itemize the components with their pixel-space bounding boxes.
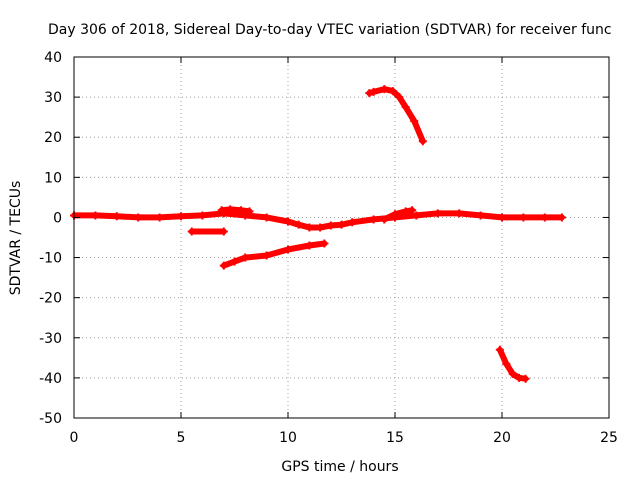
data-point <box>230 257 239 266</box>
plot-frame <box>73 56 610 419</box>
series-layer <box>70 85 566 383</box>
data-point <box>348 218 357 227</box>
data-point <box>495 345 504 354</box>
grid-layer <box>74 57 609 418</box>
data-point <box>557 213 566 222</box>
data-point <box>236 206 245 215</box>
y-tick-label: -20 <box>39 291 62 307</box>
data-point <box>369 87 378 96</box>
data-point <box>316 223 325 232</box>
data-point <box>337 220 346 229</box>
y-tick-label: 40 <box>44 50 62 66</box>
data-point <box>369 215 378 224</box>
series-bump-7h <box>218 206 253 215</box>
data-point <box>410 117 419 126</box>
data-point <box>219 227 228 236</box>
data-point <box>219 261 228 270</box>
data-point <box>155 213 164 222</box>
x-tick-label: 0 <box>70 430 79 446</box>
y-tick-label: -30 <box>39 331 62 347</box>
data-point <box>408 206 417 215</box>
data-point <box>365 89 374 98</box>
data-point <box>326 221 335 230</box>
y-tick-label: 20 <box>44 130 62 146</box>
data-point <box>395 93 404 102</box>
data-point <box>498 213 506 222</box>
data-point <box>433 209 442 218</box>
data-point <box>294 220 303 229</box>
x-tick-label: 25 <box>600 430 618 446</box>
data-point <box>401 207 410 216</box>
data-point <box>177 212 185 221</box>
data-point <box>187 227 196 236</box>
data-point <box>284 217 292 226</box>
x-tick-label: 5 <box>177 430 186 446</box>
chart-title: Day 306 of 2018, Sidereal Day-to-day VTE… <box>48 22 612 38</box>
data-point <box>241 253 250 262</box>
data-point <box>521 374 530 383</box>
data-point <box>476 211 485 220</box>
data-point <box>508 369 517 378</box>
x-tick-label: 20 <box>493 430 511 446</box>
data-point <box>245 207 254 216</box>
data-point <box>112 212 121 221</box>
data-point <box>284 245 292 254</box>
data-point <box>198 211 207 220</box>
data-point <box>91 211 100 220</box>
data-point <box>519 213 528 222</box>
data-point <box>401 103 410 112</box>
data-point <box>380 85 389 94</box>
data-point <box>226 205 235 214</box>
data-point <box>380 215 389 224</box>
data-point <box>305 223 314 232</box>
data-point <box>418 137 427 146</box>
series-baseline <box>71 210 565 231</box>
tick-layer: 0 5 10 15 20 25 -50 -40 -30 -20 -10 0 10 20 30 40 <box>39 50 618 446</box>
data-point <box>502 359 511 368</box>
data-point <box>455 209 464 218</box>
data-point <box>412 211 421 220</box>
y-tick-label: 10 <box>44 170 62 186</box>
data-point <box>391 210 399 219</box>
y-tick-label: -40 <box>39 371 62 387</box>
y-tick-label: -10 <box>39 251 62 267</box>
data-point <box>540 213 549 222</box>
x-axis-label: GPS time / hours <box>281 459 398 475</box>
data-point <box>134 213 143 222</box>
data-point <box>320 239 329 248</box>
data-point <box>217 206 226 215</box>
y-axis-label: SDTVAR / TECUs <box>8 181 24 296</box>
y-tick-label: 30 <box>44 90 62 106</box>
x-tick-label: 10 <box>279 430 297 446</box>
data-point <box>388 87 397 96</box>
x-tick-label: 15 <box>386 430 404 446</box>
data-point <box>262 213 271 222</box>
y-tick-label: -50 <box>39 411 62 427</box>
data-point <box>262 251 271 260</box>
y-tick-label: 0 <box>53 210 62 226</box>
data-point <box>305 241 314 250</box>
